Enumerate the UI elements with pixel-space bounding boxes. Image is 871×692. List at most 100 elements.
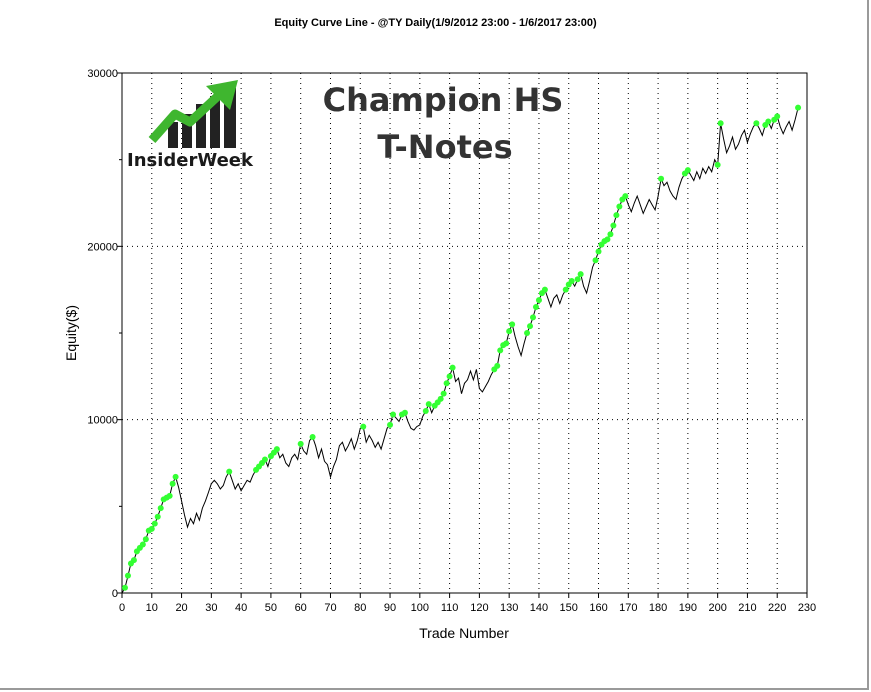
new-high-marker [443, 380, 450, 387]
new-high-marker [532, 304, 539, 310]
logo-bar-icon [182, 114, 192, 148]
new-high-marker [524, 330, 531, 336]
new-high-marker [622, 193, 629, 200]
new-high-marker [616, 203, 623, 210]
x-tick-label: 30 [205, 602, 217, 614]
new-high-marker [592, 257, 599, 264]
new-high-marker [577, 271, 584, 278]
x-tick-label: 180 [649, 602, 667, 614]
new-high-marker [527, 323, 534, 330]
new-high-marker [503, 340, 510, 347]
new-high-marker [437, 395, 444, 402]
new-high-marker [390, 411, 397, 418]
new-high-marker [658, 175, 665, 182]
new-high-marker [121, 584, 128, 591]
new-high-marker [297, 440, 304, 447]
logo-bar-icon [210, 96, 220, 148]
grid [122, 73, 807, 593]
new-high-marker [142, 536, 149, 543]
x-tick-label: 80 [354, 602, 366, 614]
y-tick-label: 20000 [87, 241, 118, 253]
new-high-marker [604, 236, 611, 243]
new-high-marker [148, 525, 155, 532]
new-high-marker [795, 104, 802, 111]
new-high-marker [607, 231, 614, 238]
logo-arrow-icon [148, 92, 222, 143]
new-high-marker [130, 557, 137, 564]
new-high-marker [595, 248, 602, 255]
new-high-marker [541, 286, 548, 293]
x-tick-label: 230 [798, 602, 816, 614]
new-high-marker [169, 480, 176, 487]
new-high-marker [562, 286, 569, 293]
x-tick-label: 130 [500, 602, 518, 614]
annotation-line-2: T-Notes [377, 128, 512, 166]
x-tick-label: 170 [619, 602, 637, 614]
equity-series [121, 107, 799, 594]
chart-title: Equity Curve Line - @TY Daily(1/9/2012 2… [274, 17, 597, 29]
logo-bar-icon [196, 104, 206, 148]
new-high-marker [401, 409, 408, 416]
x-tick-label: 200 [708, 602, 726, 614]
new-high-marker [494, 362, 501, 369]
new-high-marker [226, 468, 233, 475]
new-high-marker [449, 364, 456, 371]
annotation-line-1: Champion HS [323, 81, 564, 119]
logo-text: InsiderWeek [127, 150, 254, 171]
new-high-marker [535, 297, 542, 304]
new-high-marker [568, 278, 575, 284]
x-tick-label: 160 [589, 602, 607, 614]
new-high-marker [446, 373, 453, 380]
x-tick-label: 70 [324, 602, 336, 614]
new-high-marker [753, 120, 760, 127]
new-high-marker [422, 408, 429, 414]
new-high-marker [497, 347, 504, 354]
insiderweek-logo: InsiderWeek [127, 80, 254, 171]
x-tick-label: 190 [679, 602, 697, 614]
x-tick-label: 20 [175, 602, 187, 614]
new-high-marker [774, 113, 781, 120]
x-axis-title: Trade Number [419, 625, 509, 641]
axis-ticks: 0 10 20 30 40 50 60 70 80 90 100 110 120 130 140 150 160… [87, 68, 816, 614]
x-tick-label: 50 [265, 602, 277, 614]
new-high-marker [124, 572, 131, 579]
new-high-marker [387, 421, 394, 428]
x-tick-label: 120 [470, 602, 488, 614]
x-tick-label: 140 [530, 602, 548, 614]
x-tick-label: 90 [384, 602, 396, 614]
new-high-marker [440, 390, 447, 397]
x-tick-label: 10 [146, 602, 158, 614]
new-high-marker [166, 492, 173, 499]
new-high-marker [765, 118, 772, 125]
y-tick-label: 10000 [87, 415, 118, 427]
x-tick-label: 210 [738, 602, 756, 614]
new-high-marker [151, 520, 158, 527]
logo-arrowhead-icon [206, 80, 238, 110]
equity-line [121, 107, 799, 594]
new-high-marker [261, 456, 268, 463]
new-high-marker [509, 321, 516, 328]
new-high-marker [506, 328, 513, 335]
new-high-marker [613, 212, 620, 219]
new-high-marker [717, 120, 724, 127]
x-tick-label: 0 [119, 602, 125, 614]
logo-bar-icon [168, 122, 178, 148]
x-tick-label: 100 [411, 602, 429, 614]
new-high-marker [684, 167, 691, 174]
new-high-marker [425, 401, 432, 408]
new-high-marker [360, 423, 367, 430]
x-tick-label: 110 [441, 602, 459, 614]
y-axis-title: Equity($) [63, 305, 79, 361]
y-tick-label: 30000 [87, 68, 118, 80]
x-tick-label: 40 [235, 602, 247, 614]
new-high-marker [172, 473, 179, 480]
y-tick-label: 0 [112, 588, 118, 600]
new-high-marker [154, 513, 161, 520]
new-high-marker [157, 505, 164, 512]
new-high-marker [530, 314, 536, 321]
new-high-marker [610, 222, 617, 229]
x-tick-label: 150 [560, 602, 578, 614]
new-high-marker [574, 276, 581, 283]
